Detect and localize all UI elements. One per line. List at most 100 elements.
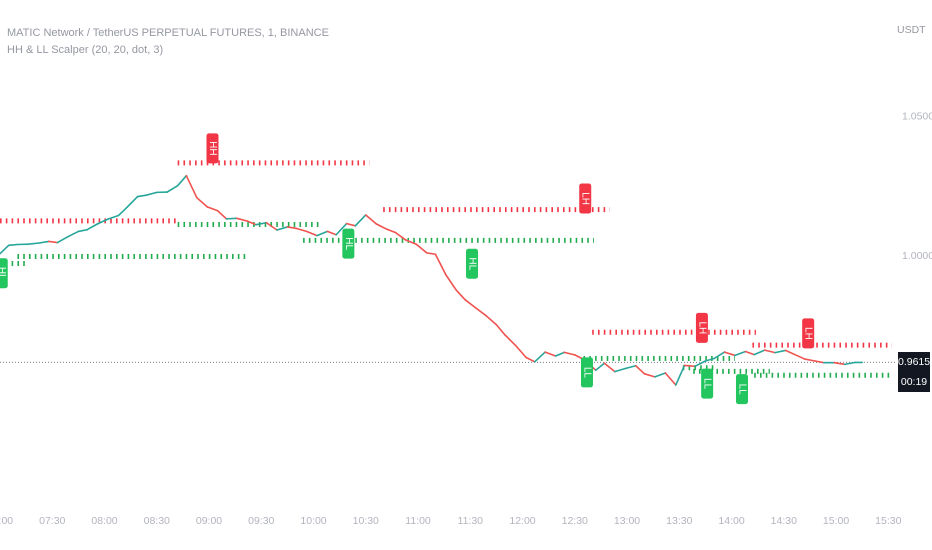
x-tick-label: 12:30	[562, 515, 588, 527]
price-segment	[643, 373, 656, 378]
x-tick-label: 13:00	[614, 515, 640, 527]
pivot-label-text: LH	[803, 327, 814, 340]
price-segment	[56, 235, 69, 244]
price-segment	[225, 217, 238, 220]
pivot-label-box	[342, 228, 355, 259]
price-segment	[385, 228, 397, 234]
price-segment	[434, 253, 447, 276]
price-segment	[364, 214, 378, 225]
price-segment	[694, 360, 707, 368]
price-segment	[803, 358, 816, 362]
price-segment	[683, 364, 696, 368]
pivot-label-hl: HL	[342, 228, 355, 259]
x-tick-label: 14:30	[771, 515, 797, 527]
x-tick-label: 09:30	[248, 515, 274, 527]
symbol-title[interactable]: MATIC Network / TetherUS PERPETUAL FUTUR…	[7, 27, 329, 39]
pivot-label-text: HH	[207, 141, 218, 155]
price-segment	[464, 298, 477, 309]
x-tick-label: 14:00	[718, 515, 744, 527]
price-segment	[206, 206, 219, 212]
price-segment	[713, 351, 726, 360]
price-segment	[67, 230, 80, 238]
price-segment	[77, 228, 88, 233]
x-tick-label: 08:30	[144, 515, 170, 527]
pivot-label-box	[579, 183, 592, 214]
price-segment	[276, 226, 289, 231]
price-segment	[833, 361, 846, 366]
x-tick-label: 12:00	[509, 515, 535, 527]
price-segment	[445, 274, 458, 292]
last-price-value: 0.9615	[898, 356, 931, 369]
price-segment	[474, 306, 487, 317]
pivot-label-lh: LH	[802, 318, 815, 349]
pivot-label-box	[735, 374, 748, 405]
price-segment	[96, 218, 109, 225]
x-tick-label: 08:00	[91, 515, 117, 527]
pivot-label-text: HL	[0, 267, 7, 280]
price-segment	[654, 372, 667, 378]
price-segment	[354, 214, 367, 227]
price-segment	[814, 360, 825, 364]
indicator-title[interactable]: HH & LL Scalper (20, 20, dot, 3)	[7, 44, 164, 56]
price-segment	[544, 351, 557, 357]
x-tick-label: 10:00	[300, 515, 326, 527]
price-segment	[0, 244, 10, 255]
price-segment	[723, 351, 736, 357]
x-tick-label: 09:00	[196, 515, 222, 527]
price-segment	[305, 230, 318, 237]
bar-countdown: 00:19	[900, 376, 928, 389]
pivot-label-lh: LH	[695, 312, 708, 343]
price-segment	[216, 209, 228, 220]
price-segment	[603, 362, 616, 373]
price-segment	[704, 357, 715, 362]
price-segment	[47, 240, 59, 244]
pivot-label-ll: LL	[735, 374, 748, 405]
pivot-label-text: LL	[736, 384, 747, 396]
pivot-label-box	[695, 312, 708, 343]
price-segment	[514, 344, 527, 359]
x-tick-label: 11:00	[405, 515, 431, 527]
price-segment	[495, 323, 506, 336]
price-segment	[265, 221, 278, 231]
price-segment	[533, 351, 546, 363]
price-segment	[196, 196, 209, 208]
x-tick-label: 07:30	[39, 515, 65, 527]
price-segment	[405, 239, 418, 246]
price-segment	[525, 356, 536, 363]
x-tick-label: 07:00	[0, 515, 13, 527]
price-segment	[674, 364, 686, 386]
time-axis: 07:00 07:30 08:00 08:30 09:00 09:30 10:00 10:30…	[0, 515, 902, 527]
price-segment	[166, 184, 179, 193]
price-segment	[326, 230, 337, 236]
price-segment	[335, 222, 348, 236]
price-segment	[236, 217, 249, 222]
price-segment	[425, 252, 437, 256]
pivot-label-text: LL	[702, 378, 713, 390]
price-segment	[126, 195, 139, 208]
price-segment	[86, 223, 99, 231]
levels-layer	[0, 160, 892, 378]
price-segment	[27, 242, 40, 246]
pivot-label-ll: LL	[701, 368, 714, 399]
pivot-label-text: HL	[467, 257, 478, 270]
y-tick-label: 1.0000	[902, 250, 932, 262]
pivot-label-box	[802, 318, 815, 349]
price-segment	[295, 227, 308, 233]
pivot-label-text: HL	[343, 237, 354, 250]
price-segment	[485, 314, 498, 326]
pivot-label-box	[701, 368, 714, 399]
price-segment	[614, 367, 627, 373]
price-segment	[744, 350, 755, 356]
price-segment	[455, 289, 466, 301]
pivot-label-hl: HL	[466, 248, 479, 279]
x-tick-label: 11:30	[458, 515, 484, 527]
pivot-label-ll: LL	[580, 357, 593, 388]
price-segment	[634, 364, 646, 375]
price-segment	[316, 230, 329, 237]
pivot-label-hh: HH	[206, 133, 219, 164]
last-price-tag: 0.9615 00:19	[898, 352, 931, 393]
price-segment	[176, 174, 188, 187]
price-segment	[286, 226, 297, 230]
price-segment	[345, 222, 357, 227]
